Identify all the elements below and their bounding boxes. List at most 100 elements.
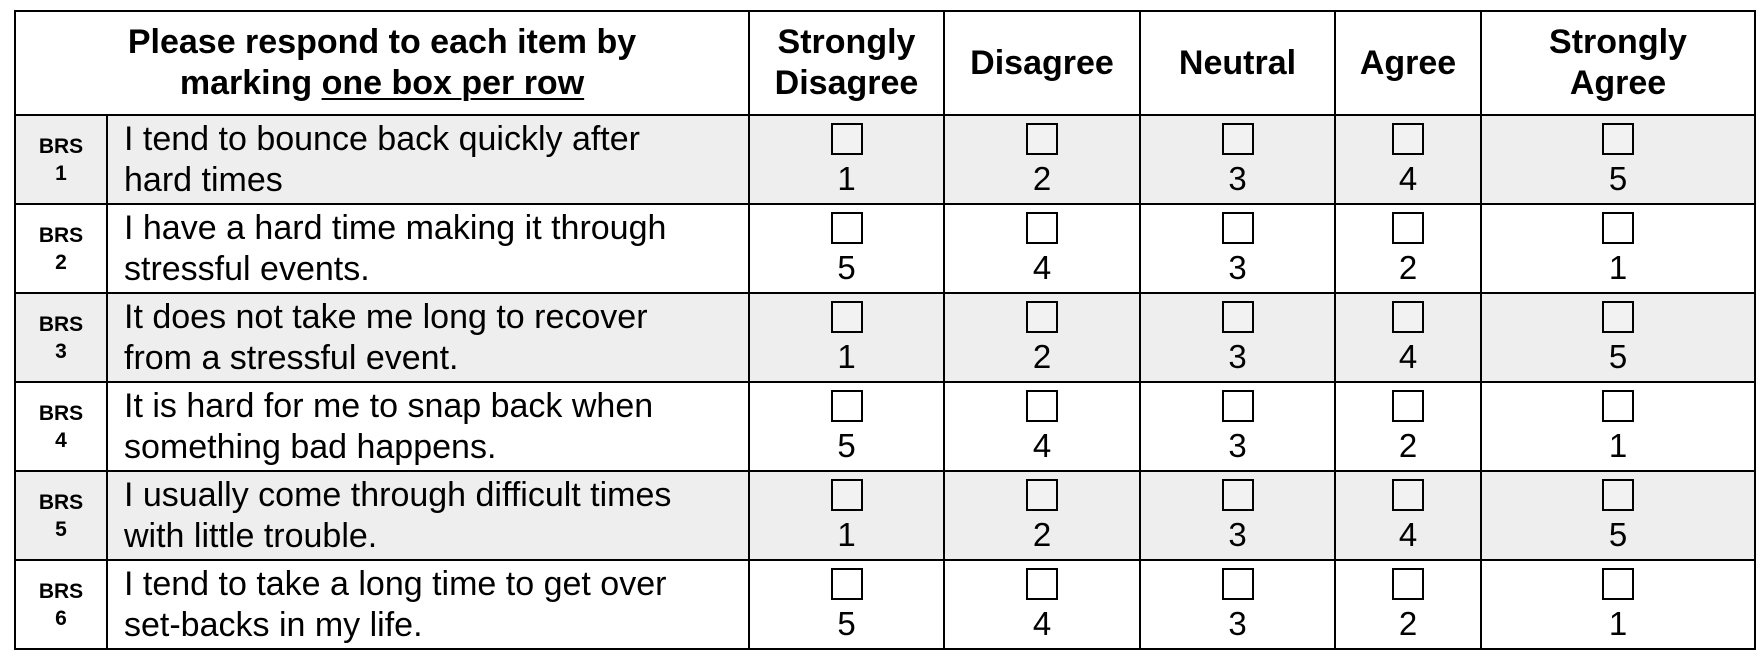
column-header-strongly-disagree: Strongly Disagree <box>748 10 945 116</box>
statement-line-2: hard times <box>124 160 283 199</box>
checkbox-strongly-disagree[interactable] <box>830 389 863 422</box>
response-cell-neutral: 3 <box>1139 292 1336 383</box>
checkbox-strongly-disagree[interactable] <box>830 300 863 333</box>
checkbox-disagree[interactable] <box>1026 478 1058 511</box>
item-code-label: BRS <box>38 312 84 336</box>
column-header-label: Agree <box>1359 43 1457 82</box>
checkbox-agree[interactable] <box>1392 478 1424 511</box>
score-value: 5 <box>837 426 856 464</box>
item-row-3: BRS 3 It does not take me long to recover f… <box>14 292 1756 383</box>
item-code: BRS 1 <box>14 114 108 205</box>
score-value: 3 <box>1228 248 1247 286</box>
item-row-4: BRS 4 It is hard for me to snap back when s… <box>14 381 1756 472</box>
statement-line-1: It does not take me long to recover <box>124 297 648 336</box>
item-code-number: 3 <box>55 339 67 363</box>
response-cell-strongly-agree: 5 <box>1480 114 1756 205</box>
checkbox-strongly-disagree[interactable] <box>830 478 863 511</box>
response-cell-disagree: 4 <box>943 381 1141 472</box>
response-cell-neutral: 3 <box>1139 559 1336 650</box>
column-header-label: Neutral <box>1178 43 1297 82</box>
score-value: 1 <box>1608 426 1628 464</box>
statement-line-2: with little trouble. <box>124 516 378 555</box>
checkbox-agree[interactable] <box>1392 567 1424 600</box>
item-statement: I tend to take a long time to get over se… <box>106 559 750 650</box>
score-value: 4 <box>1032 426 1052 464</box>
checkbox-strongly-disagree[interactable] <box>830 122 863 155</box>
score-value: 2 <box>1398 248 1418 286</box>
checkbox-agree[interactable] <box>1392 300 1424 333</box>
response-cell-disagree: 2 <box>943 292 1141 383</box>
response-cell-strongly-agree: 5 <box>1480 470 1756 561</box>
instruction-line-1: Please respond to each item by <box>127 23 637 61</box>
instruction-underlined: one box per row <box>321 64 585 102</box>
statement-line-1: I tend to take a long time to get over <box>124 564 667 603</box>
column-header-neutral: Neutral <box>1139 10 1336 116</box>
checkbox-disagree[interactable] <box>1026 567 1058 600</box>
checkbox-strongly-agree[interactable] <box>1602 122 1634 155</box>
checkbox-strongly-disagree[interactable] <box>830 567 863 600</box>
statement-line-2: set-backs in my life. <box>124 605 423 644</box>
response-cell-strongly-disagree: 5 <box>748 203 945 294</box>
score-value: 3 <box>1228 515 1247 553</box>
column-header-agree: Agree <box>1334 10 1482 116</box>
item-code-number: 2 <box>55 250 67 274</box>
column-header-line-2: Agree <box>1569 64 1667 102</box>
response-cell-agree: 2 <box>1334 559 1482 650</box>
score-value: 1 <box>1608 604 1628 642</box>
score-value: 4 <box>1032 248 1052 286</box>
score-value: 1 <box>1608 248 1628 286</box>
checkbox-agree[interactable] <box>1392 122 1424 155</box>
item-code-number: 5 <box>55 517 67 541</box>
checkbox-agree[interactable] <box>1392 389 1424 422</box>
response-cell-agree: 2 <box>1334 381 1482 472</box>
statement-line-1: I tend to bounce back quickly after <box>124 119 640 158</box>
item-code: BRS 5 <box>14 470 108 561</box>
checkbox-disagree[interactable] <box>1026 211 1058 244</box>
response-cell-strongly-disagree: 1 <box>748 470 945 561</box>
response-cell-agree: 4 <box>1334 470 1482 561</box>
checkbox-strongly-agree[interactable] <box>1602 300 1634 333</box>
checkbox-strongly-agree[interactable] <box>1602 389 1634 422</box>
checkbox-neutral[interactable] <box>1221 211 1254 244</box>
checkbox-neutral[interactable] <box>1221 300 1254 333</box>
response-cell-agree: 4 <box>1334 114 1482 205</box>
response-cell-strongly-disagree: 5 <box>748 381 945 472</box>
checkbox-neutral[interactable] <box>1221 389 1254 422</box>
score-value: 2 <box>1398 426 1418 464</box>
response-cell-strongly-disagree: 1 <box>748 292 945 383</box>
score-value: 2 <box>1032 159 1052 197</box>
checkbox-strongly-disagree[interactable] <box>830 211 863 244</box>
checkbox-neutral[interactable] <box>1221 478 1254 511</box>
column-header-line-1: Strongly <box>777 23 916 61</box>
checkbox-disagree[interactable] <box>1026 389 1058 422</box>
item-statement: It does not take me long to recover from … <box>106 292 750 383</box>
score-value: 1 <box>837 337 856 375</box>
checkbox-agree[interactable] <box>1392 211 1424 244</box>
statement-line-2: something bad happens. <box>124 427 497 466</box>
item-code: BRS 6 <box>14 559 108 650</box>
checkbox-strongly-agree[interactable] <box>1602 567 1634 600</box>
item-code-number: 4 <box>55 428 67 452</box>
response-cell-strongly-agree: 5 <box>1480 292 1756 383</box>
score-value: 3 <box>1228 426 1247 464</box>
score-value: 1 <box>837 159 856 197</box>
checkbox-neutral[interactable] <box>1221 567 1254 600</box>
item-rows: BRS 1 I tend to bounce back quickly after h… <box>14 114 1756 650</box>
checkbox-strongly-agree[interactable] <box>1602 211 1634 244</box>
checkbox-strongly-agree[interactable] <box>1602 478 1634 511</box>
checkbox-disagree[interactable] <box>1026 300 1058 333</box>
score-value: 2 <box>1032 515 1052 553</box>
score-value: 5 <box>837 248 856 286</box>
item-code-label: BRS <box>38 223 84 247</box>
item-row-6: BRS 6 I tend to take a long time to get ov… <box>14 559 1756 650</box>
response-cell-neutral: 3 <box>1139 381 1336 472</box>
item-row-5: BRS 5 I usually come through difficult tim… <box>14 470 1756 561</box>
response-cell-strongly-agree: 1 <box>1480 559 1756 650</box>
statement-line-1: I have a hard time making it through <box>124 208 667 247</box>
score-value: 4 <box>1398 159 1418 197</box>
checkbox-neutral[interactable] <box>1221 122 1254 155</box>
score-value: 5 <box>1608 159 1628 197</box>
item-code: BRS 2 <box>14 203 108 294</box>
response-cell-neutral: 3 <box>1139 203 1336 294</box>
checkbox-disagree[interactable] <box>1026 122 1058 155</box>
